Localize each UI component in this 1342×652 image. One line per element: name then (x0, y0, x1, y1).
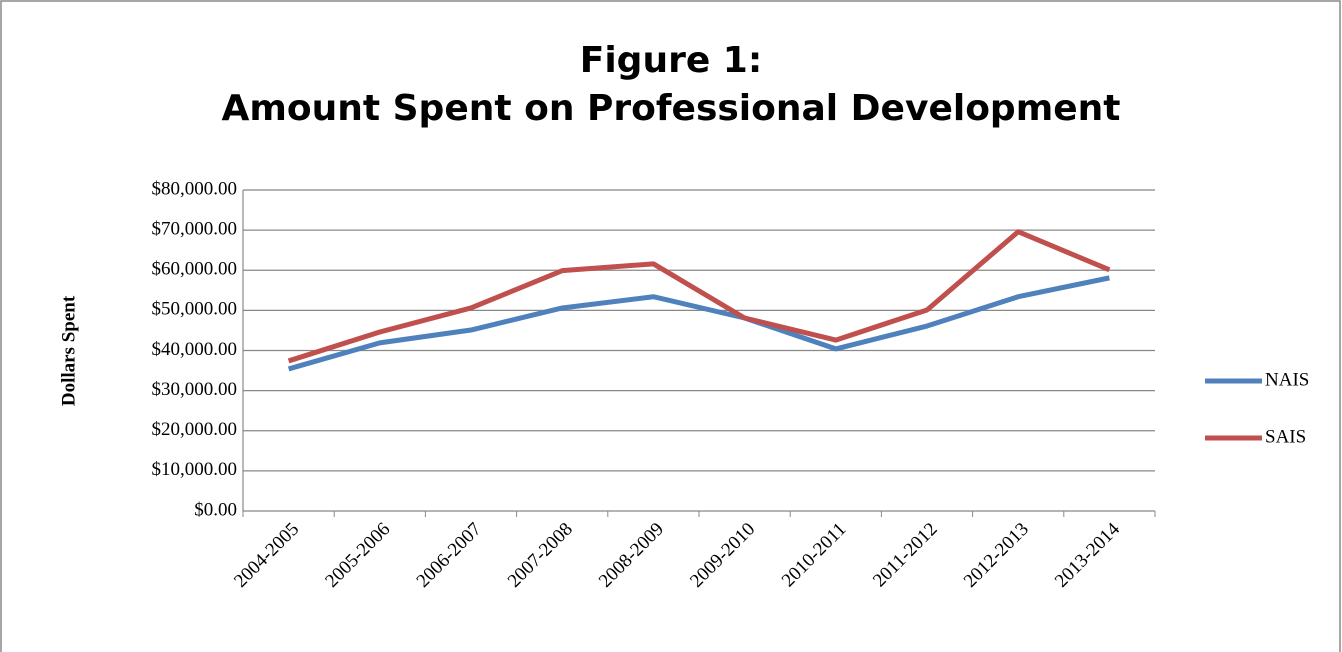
y-tick-label: $10,000.00 (152, 459, 238, 480)
chart-title: Figure 1: (580, 40, 762, 81)
y-tick-label: $80,000.00 (152, 178, 238, 199)
y-tick-label: $70,000.00 (152, 218, 238, 239)
legend-label: SAIS (1265, 426, 1306, 447)
legend-label: NAIS (1265, 369, 1309, 390)
y-tick-label: $0.00 (194, 499, 237, 520)
y-tick-label: $30,000.00 (152, 379, 238, 400)
chart-title: Amount Spent on Professional Development (222, 88, 1121, 129)
series-line (287, 229, 1111, 364)
y-tick-label: $50,000.00 (152, 299, 238, 320)
y-tick-label: $60,000.00 (152, 259, 238, 280)
y-tick-label: $40,000.00 (152, 339, 238, 360)
y-axis-label: Dollars Spent (58, 295, 79, 406)
y-tick-label: $20,000.00 (152, 419, 238, 440)
series-line (287, 275, 1110, 372)
